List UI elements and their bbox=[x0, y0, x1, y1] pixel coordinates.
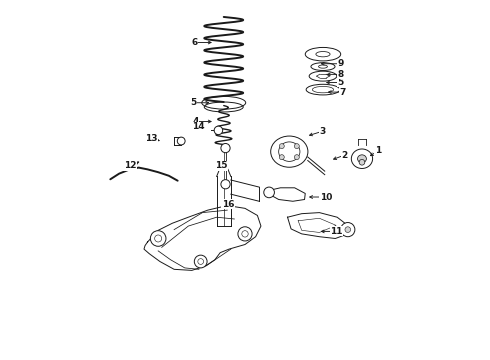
Ellipse shape bbox=[358, 155, 367, 163]
Text: 12: 12 bbox=[123, 161, 136, 170]
Circle shape bbox=[345, 227, 351, 233]
Ellipse shape bbox=[177, 137, 185, 145]
Circle shape bbox=[294, 155, 299, 159]
Circle shape bbox=[279, 144, 284, 149]
Ellipse shape bbox=[312, 86, 334, 93]
Text: 13: 13 bbox=[145, 134, 157, 143]
Text: 3: 3 bbox=[320, 127, 326, 136]
Text: 4: 4 bbox=[192, 117, 198, 126]
Ellipse shape bbox=[306, 84, 340, 95]
Circle shape bbox=[264, 187, 274, 198]
Circle shape bbox=[221, 180, 230, 189]
Polygon shape bbox=[268, 188, 305, 201]
Text: 2: 2 bbox=[341, 151, 347, 160]
Circle shape bbox=[195, 255, 207, 268]
Text: 10: 10 bbox=[319, 193, 332, 202]
Text: 8: 8 bbox=[338, 70, 344, 79]
Circle shape bbox=[294, 144, 299, 149]
Text: 14: 14 bbox=[192, 122, 204, 131]
Text: 15: 15 bbox=[215, 161, 227, 170]
Text: 9: 9 bbox=[338, 59, 344, 68]
Text: 16: 16 bbox=[222, 199, 234, 208]
Text: 7: 7 bbox=[339, 87, 345, 96]
Ellipse shape bbox=[305, 48, 341, 61]
Text: 1: 1 bbox=[375, 147, 381, 156]
Circle shape bbox=[238, 227, 252, 241]
Ellipse shape bbox=[311, 63, 335, 71]
Circle shape bbox=[150, 231, 166, 246]
Text: 5: 5 bbox=[191, 98, 196, 107]
Ellipse shape bbox=[270, 136, 308, 167]
Text: 6: 6 bbox=[192, 38, 198, 47]
Text: 5: 5 bbox=[338, 78, 344, 87]
Polygon shape bbox=[144, 206, 261, 270]
Circle shape bbox=[214, 126, 222, 135]
Circle shape bbox=[279, 155, 284, 159]
Text: 11: 11 bbox=[330, 227, 343, 236]
Circle shape bbox=[359, 159, 365, 165]
Ellipse shape bbox=[351, 149, 372, 168]
Polygon shape bbox=[288, 213, 349, 238]
Circle shape bbox=[341, 222, 355, 237]
Circle shape bbox=[221, 144, 230, 153]
Ellipse shape bbox=[309, 71, 337, 81]
Ellipse shape bbox=[279, 142, 300, 161]
Polygon shape bbox=[298, 218, 336, 233]
